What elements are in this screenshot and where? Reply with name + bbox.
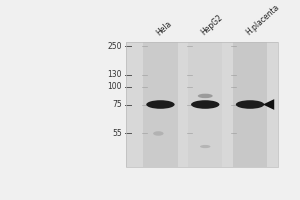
Bar <box>233 42 267 167</box>
Text: HepG2: HepG2 <box>199 13 224 37</box>
Text: 55: 55 <box>112 129 122 138</box>
Ellipse shape <box>191 100 219 109</box>
Bar <box>126 42 278 167</box>
Text: 130: 130 <box>107 70 122 79</box>
Polygon shape <box>263 99 274 110</box>
Ellipse shape <box>198 94 213 98</box>
Text: 100: 100 <box>107 82 122 91</box>
Ellipse shape <box>153 131 164 136</box>
Bar <box>188 42 222 167</box>
Text: H.placenta: H.placenta <box>244 3 281 37</box>
Text: 250: 250 <box>107 42 122 51</box>
Bar <box>143 42 178 167</box>
Bar <box>126 42 278 167</box>
Ellipse shape <box>146 100 175 109</box>
Ellipse shape <box>200 145 211 148</box>
Text: 75: 75 <box>112 100 122 109</box>
Text: Hela: Hela <box>154 19 173 37</box>
Ellipse shape <box>236 100 264 109</box>
